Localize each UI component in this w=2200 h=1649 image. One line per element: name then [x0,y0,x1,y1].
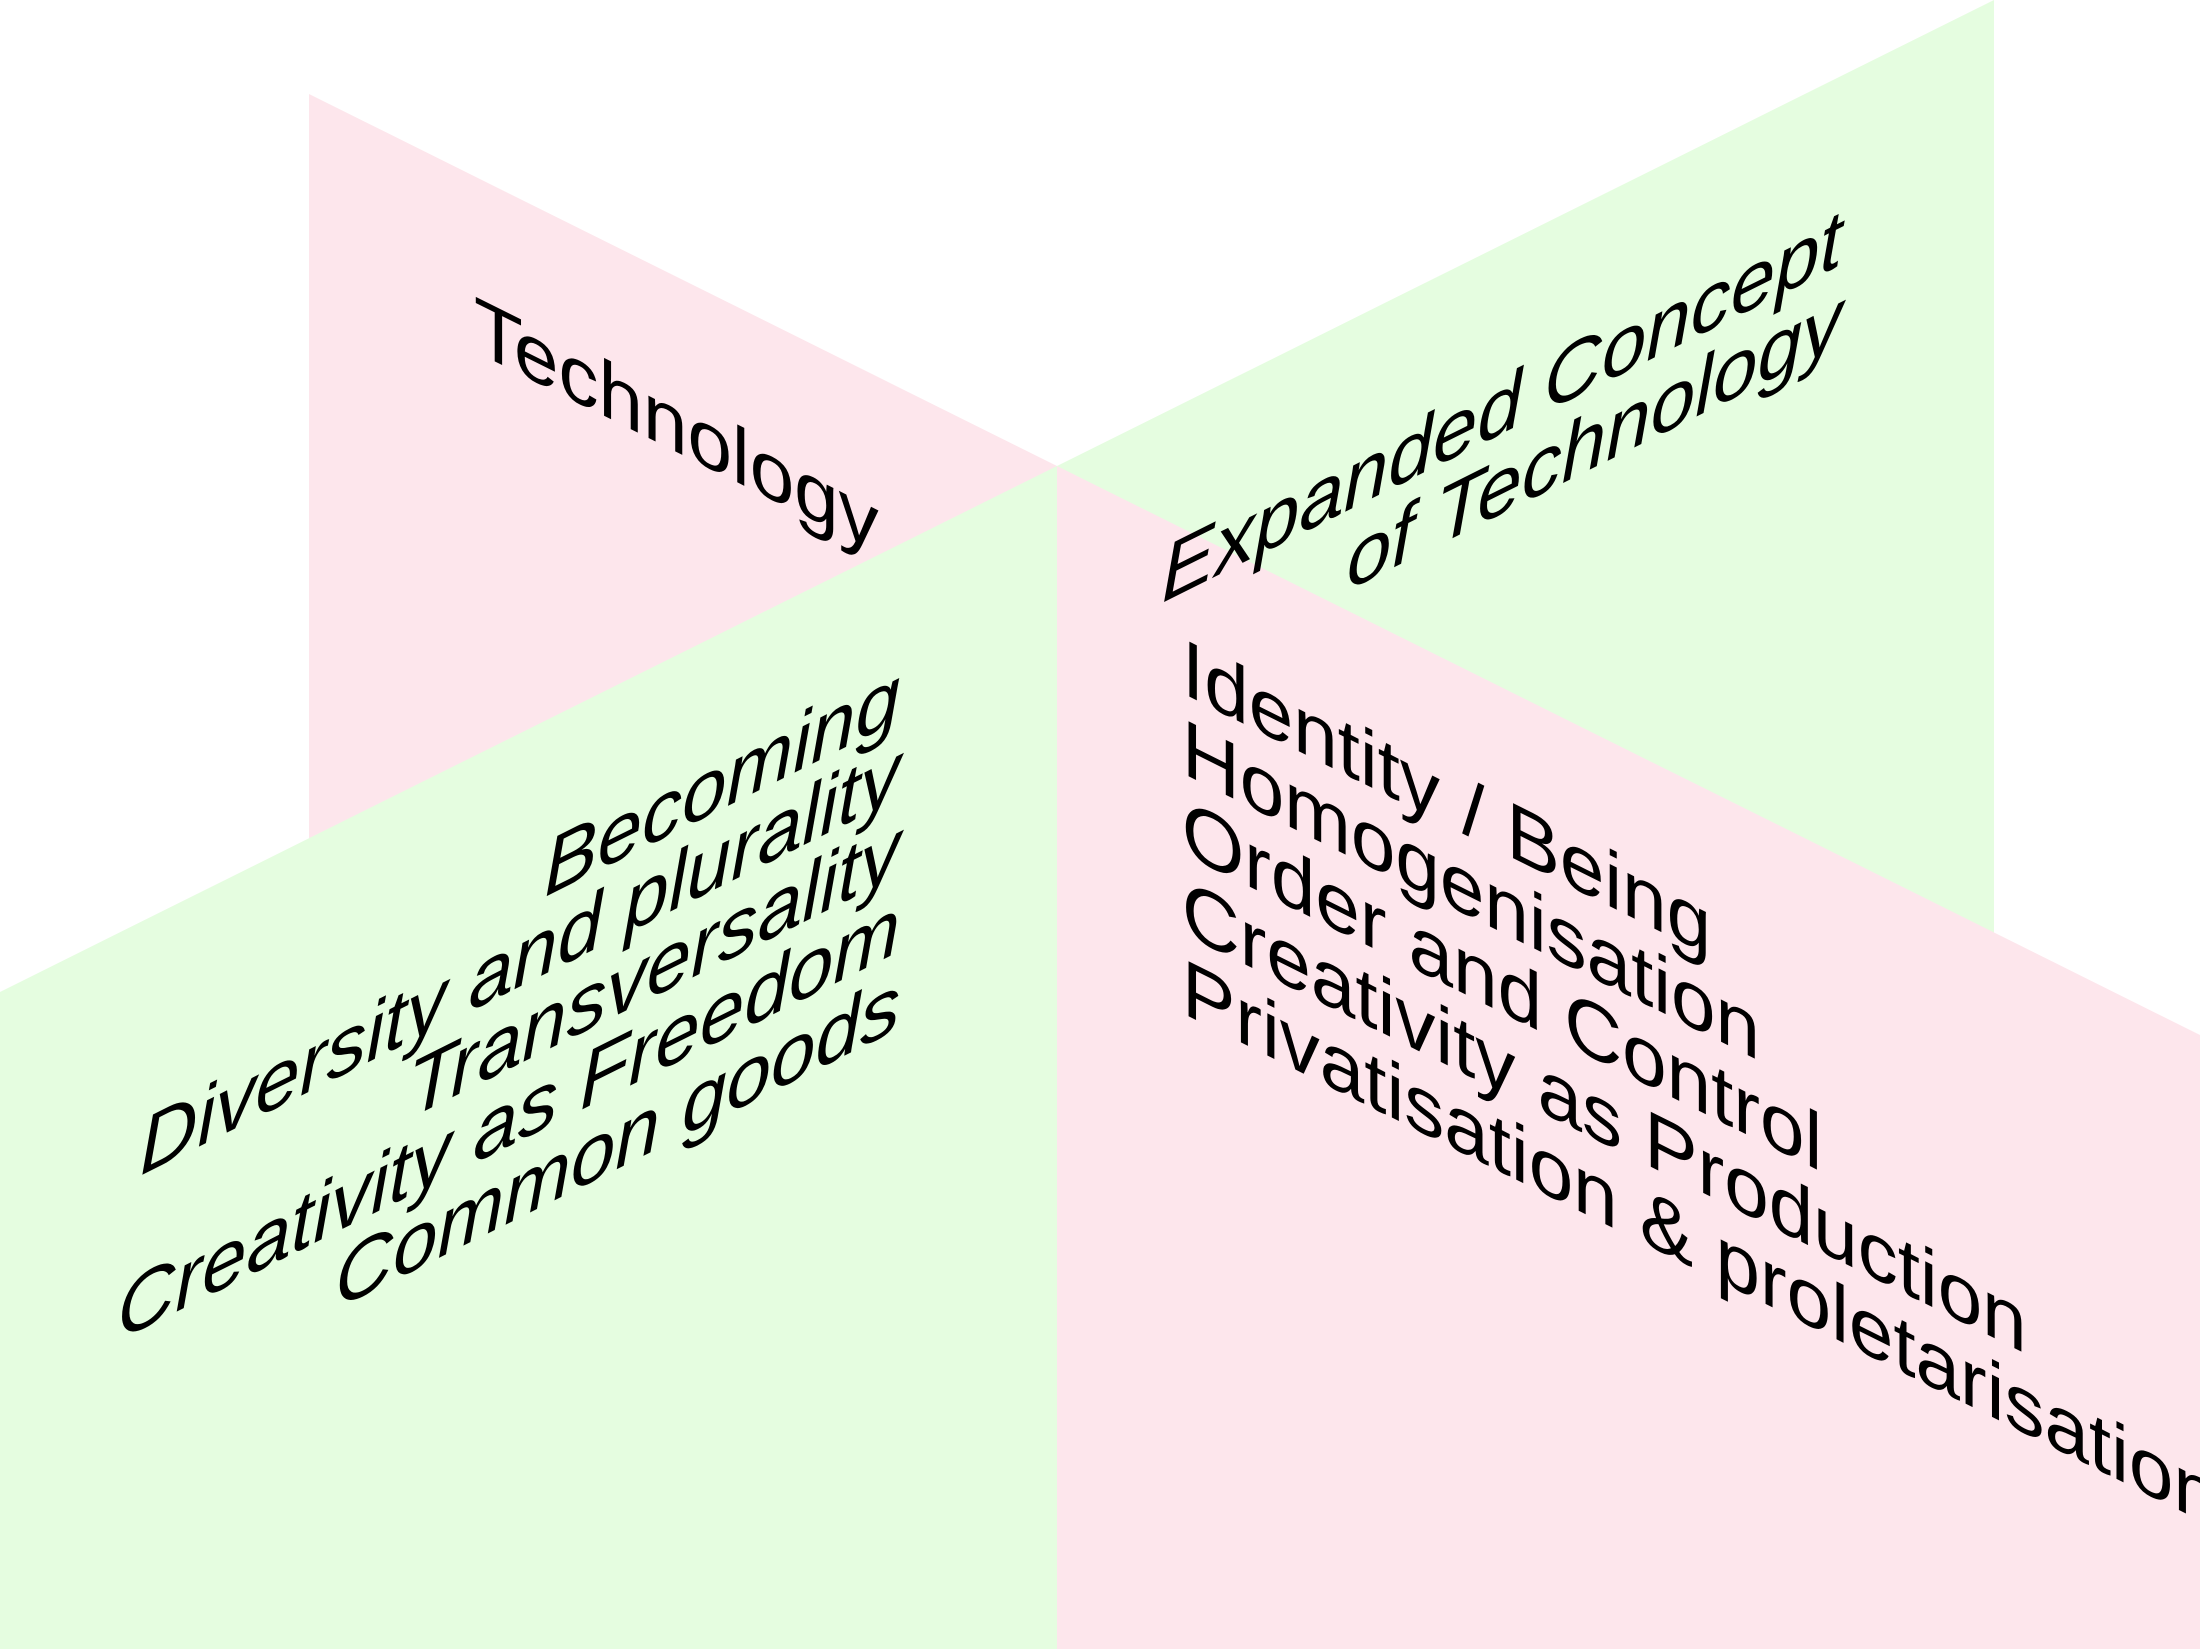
panel-bottom-left-green [0,466,1057,1649]
panel-bottom-right-pink [1057,466,2200,1649]
